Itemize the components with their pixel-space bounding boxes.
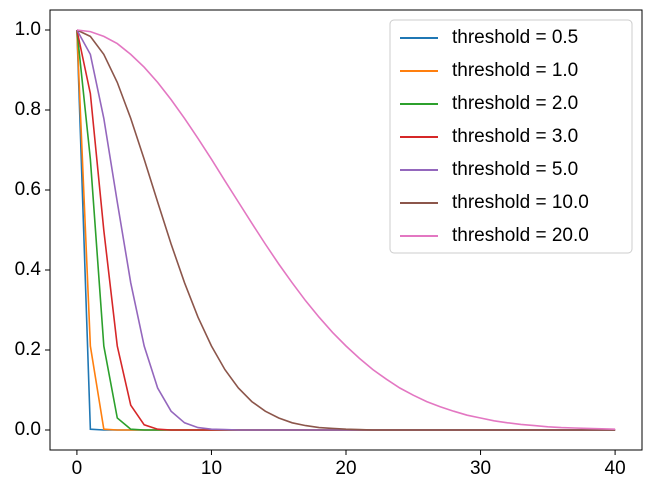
x-tick-label: 40: [605, 458, 626, 479]
line: [76, 29, 616, 430]
line: [76, 29, 616, 431]
legend-label: threshold = 1.0: [452, 60, 578, 81]
legend-label: threshold = 3.0: [452, 126, 578, 147]
y-tick-label: 0.4: [15, 259, 42, 280]
x-tick-label: 20: [335, 458, 356, 479]
y-tick-label: 0.0: [15, 419, 41, 440]
legend-label: threshold = 20.0: [452, 225, 589, 246]
y-tick-label: 0.2: [15, 339, 41, 360]
plot-frame: [49, 9, 643, 451]
x-tick-label: 10: [201, 458, 222, 479]
legend-box: [389, 19, 633, 254]
x-tick-label: 0: [72, 458, 83, 479]
legend-label: threshold = 5.0: [452, 159, 578, 180]
legend-label: threshold = 2.0: [452, 93, 578, 114]
x-tick-label: 30: [470, 458, 491, 479]
legend-label: threshold = 10.0: [452, 192, 589, 213]
y-tick-label: 1.0: [15, 19, 41, 40]
y-tick-label: 0.6: [15, 179, 41, 200]
legend-label: threshold = 0.5: [452, 27, 578, 48]
y-tick-label: 0.8: [15, 99, 41, 120]
